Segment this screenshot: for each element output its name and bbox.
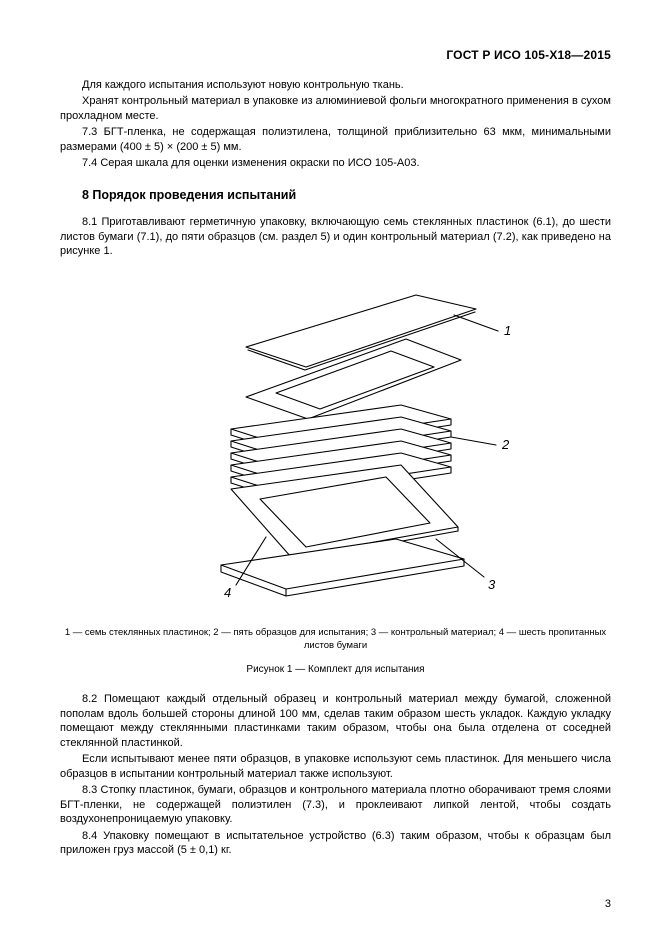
figure-legend: 1 — семь стеклянных пластинок; 2 — пять … — [60, 627, 611, 653]
paragraph: Хранят контрольный материал в упаковке и… — [60, 94, 611, 123]
paragraph: Для каждого испытания используют новую к… — [60, 78, 611, 93]
paragraph-8-2b: Если испытывают менее пяти образцов, в у… — [60, 752, 611, 781]
callout-3: 3 — [488, 577, 496, 592]
callout-1: 1 — [504, 323, 511, 338]
callout-4: 4 — [224, 585, 231, 600]
document-page: ГОСТ Р ИСО 105-X18—2015 Для каждого испы… — [0, 0, 661, 936]
figure-1: 1 2 3 4 — [60, 277, 611, 622]
section-8-heading: 8 Порядок проведения испытаний — [60, 187, 611, 204]
paragraph-7-3: 7.3 БГТ-пленка, не содержащая полиэтилен… — [60, 125, 611, 154]
figure-1-svg: 1 2 3 4 — [136, 277, 536, 617]
paragraph-7-4: 7.4 Серая шкала для оценки изменения окр… — [60, 156, 611, 171]
bottom-base-plate — [221, 539, 464, 596]
figure-caption: Рисунок 1 — Комплект для испытания — [60, 663, 611, 676]
paragraph-8-2: 8.2 Помещают каждый отдельный образец и … — [60, 692, 611, 750]
page-number: 3 — [605, 897, 611, 912]
document-header: ГОСТ Р ИСО 105-X18—2015 — [60, 48, 611, 64]
paragraph-8-1: 8.1 Приготавливают герметичную упаковку,… — [60, 215, 611, 259]
paragraph-8-3: 8.3 Стопку пластинок, бумаги, образцов и… — [60, 783, 611, 827]
paragraph-8-4: 8.4 Упаковку помещают в испытательное ус… — [60, 829, 611, 858]
callout-2: 2 — [501, 437, 510, 452]
